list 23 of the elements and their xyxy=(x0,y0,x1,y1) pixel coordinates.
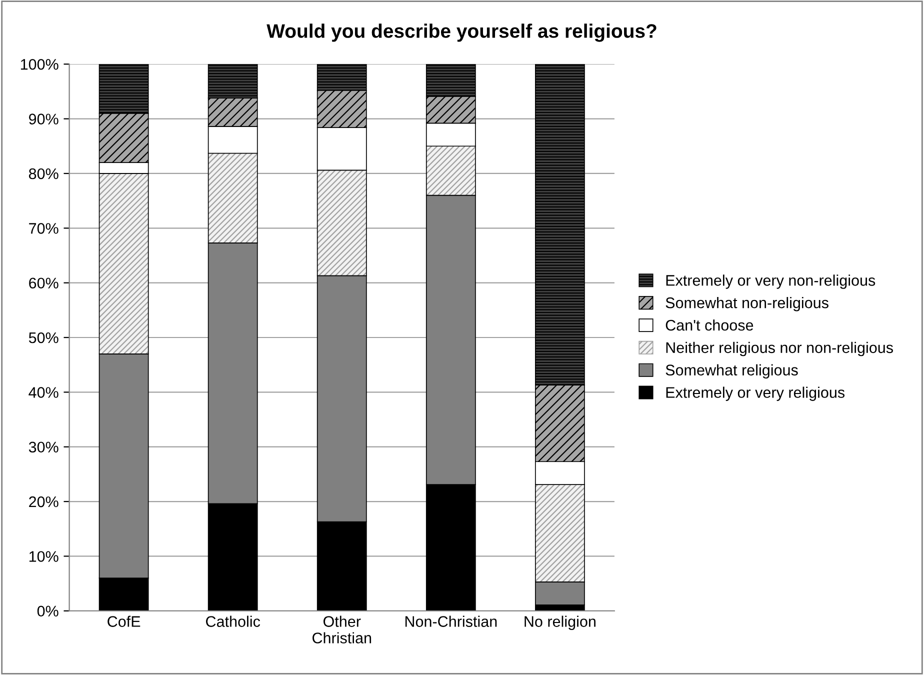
y-tick-label: 60% xyxy=(29,278,58,289)
x-tick-label: Catholic xyxy=(206,616,260,627)
legend-label: Somewhat non-religious xyxy=(666,297,828,312)
x-tick-label: CofE xyxy=(108,616,140,627)
y-tick-label: 90% xyxy=(29,114,58,124)
y-tick-label: 10% xyxy=(29,551,58,562)
legend-label: Extremely or very religious xyxy=(666,386,845,401)
x-tick-label: Non-Christian xyxy=(405,616,497,627)
legend-label: Extremely or very non-religious xyxy=(666,274,876,289)
y-tick-label: 30% xyxy=(28,442,58,453)
y-tick-label: 70% xyxy=(29,223,58,234)
y-tick-label: 0% xyxy=(37,606,58,617)
y-tick-label: 40% xyxy=(28,387,58,398)
legend-label: Neither religious nor non-religious xyxy=(666,342,893,356)
legend-label: Can't choose xyxy=(666,319,754,331)
chart-title: Would you describe yourself as religious? xyxy=(266,24,656,42)
y-tick-label: 50% xyxy=(28,332,58,344)
legend-label: Somewhat religious xyxy=(666,364,798,379)
x-tick-label: No religion xyxy=(524,616,596,630)
x-tick-label: Other Christian xyxy=(312,616,372,644)
y-tick-label: 20% xyxy=(29,496,58,508)
y-tick-label: 100% xyxy=(20,58,58,70)
y-tick-label: 80% xyxy=(28,168,58,180)
